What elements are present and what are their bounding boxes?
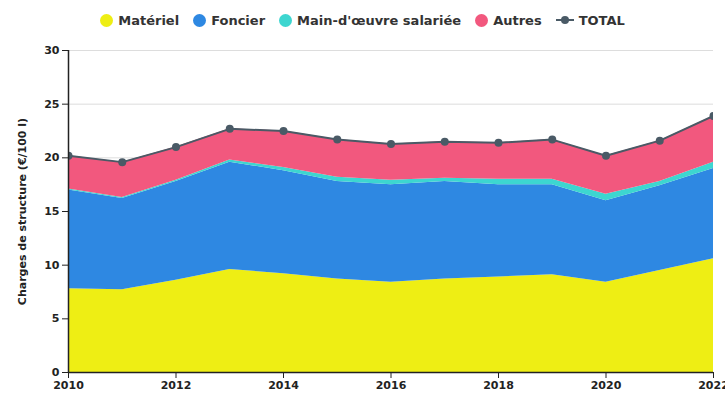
svg-text:2016: 2016 [376,379,407,392]
svg-text:2022: 2022 [698,379,725,392]
svg-text:5: 5 [52,312,60,325]
svg-text:15: 15 [44,205,59,218]
svg-text:30: 30 [44,44,60,57]
html-text:Main-d'œuvre salariée: Main-d'œuvre salariée [297,12,462,28]
html-text:Autres: Autres [493,12,542,28]
svg-text:2020: 2020 [591,379,622,392]
svg-text:25: 25 [44,98,59,111]
html-text:Matériel: Matériel [118,12,180,28]
svg-text:Charges de structure (€/100 l): Charges de structure (€/100 l) [16,118,29,305]
svg-text:10: 10 [44,259,60,272]
svg-text:2018: 2018 [483,379,514,392]
svg-text:2012: 2012 [161,379,192,392]
svg-text:0: 0 [52,366,60,379]
svg-text:2014: 2014 [268,379,299,392]
svg-text:2010: 2010 [53,379,84,392]
html-text:TOTAL: TOTAL [578,12,625,28]
svg-text:20: 20 [44,151,60,164]
html-text:Foncier: Foncier [211,12,266,28]
